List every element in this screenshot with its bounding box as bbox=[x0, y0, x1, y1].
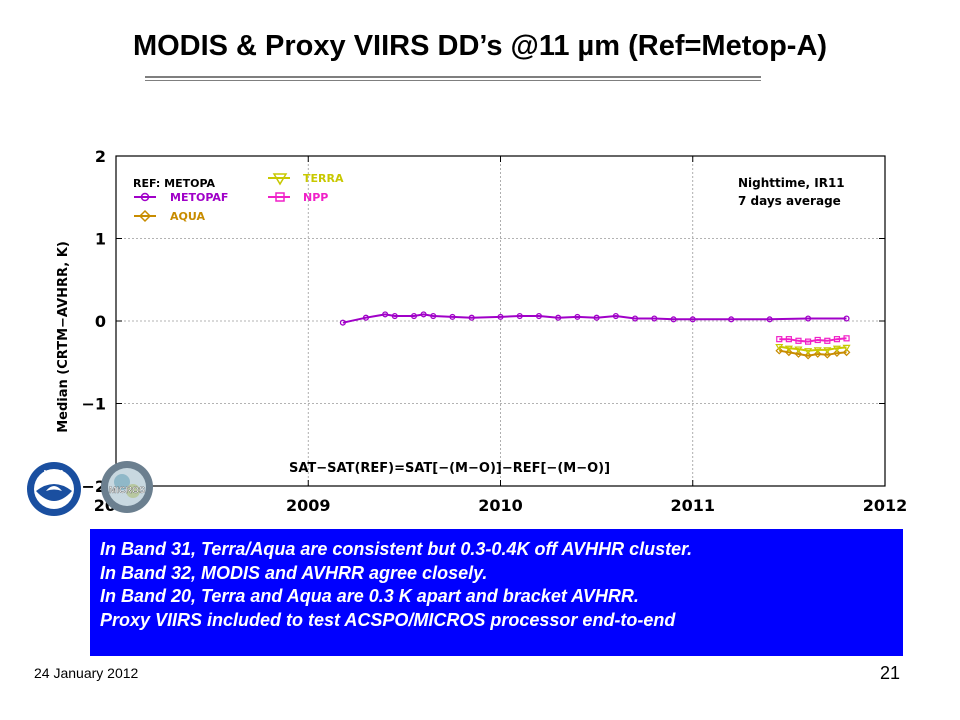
data-point-metopaf bbox=[535, 313, 542, 320]
data-point-metopaf bbox=[339, 319, 346, 326]
callout-line: Proxy VIIRS included to test ACSPO/MICRO… bbox=[100, 609, 676, 630]
data-point-terra bbox=[842, 344, 851, 352]
data-point-npp bbox=[785, 336, 792, 343]
data-point-metopaf bbox=[843, 315, 850, 322]
x-tick-label: 2010 bbox=[478, 496, 523, 515]
series-line-metopaf bbox=[342, 313, 847, 324]
data-point-terra bbox=[823, 347, 832, 355]
notes-callout: In Band 31, Terra/Aqua are consistent bu… bbox=[90, 529, 903, 656]
data-point-npp bbox=[833, 336, 841, 343]
data-point-metopaf bbox=[632, 315, 639, 322]
x-tick-label: 2009 bbox=[286, 496, 331, 515]
data-point-metopaf bbox=[651, 315, 658, 322]
legend-item-npp: NPP bbox=[268, 191, 328, 204]
data-point-aqua bbox=[823, 350, 832, 359]
legend-label-terra: TERRA bbox=[303, 172, 344, 185]
callout-line: In Band 31, Terra/Aqua are consistent bu… bbox=[100, 539, 693, 559]
y-axis-label: Median (CRTM−AVHRR, K) bbox=[56, 241, 71, 433]
x-tick-label: 2011 bbox=[670, 496, 715, 515]
footer-date: 24 January 2012 bbox=[34, 665, 139, 681]
data-point-metopaf bbox=[766, 316, 773, 323]
data-point-terra bbox=[775, 343, 784, 351]
data-point-aqua bbox=[833, 349, 841, 358]
page-number: 21 bbox=[880, 663, 901, 683]
data-point-metopaf bbox=[728, 316, 735, 323]
data-point-npp bbox=[843, 335, 850, 342]
data-point-terra bbox=[832, 345, 841, 353]
data-point-npp bbox=[814, 336, 821, 344]
data-point-metopaf bbox=[574, 313, 581, 320]
data-point-aqua bbox=[804, 351, 812, 360]
y-tick-label: 2 bbox=[95, 147, 106, 166]
series-line-npp bbox=[779, 337, 847, 343]
slide-title: MODIS & Proxy VIIRS DD’s @11 µm (Ref=Met… bbox=[132, 30, 828, 62]
data-point-aqua bbox=[775, 346, 784, 355]
callout-line: In Band 20, Terra and Aqua are 0.3 K apa… bbox=[100, 586, 639, 606]
data-point-npp bbox=[776, 336, 783, 343]
legend-item-terra: TERRA bbox=[268, 172, 344, 186]
data-point-metopaf bbox=[805, 315, 812, 322]
legend-marker-diamond bbox=[138, 209, 152, 223]
data-point-metopaf bbox=[497, 313, 504, 320]
data-point-aqua bbox=[785, 348, 793, 357]
data-point-terra bbox=[794, 346, 803, 354]
legend-marker-triangle bbox=[272, 173, 288, 186]
legend-item-aqua: AQUA bbox=[134, 209, 205, 223]
chart: −2−101220082009201020112012 Median (CRTM… bbox=[24, 138, 930, 530]
annotation-average: 7 days average bbox=[738, 194, 841, 208]
data-point-metopaf bbox=[449, 313, 456, 320]
data-point-aqua bbox=[842, 348, 851, 357]
y-tick-label: 0 bbox=[95, 312, 106, 331]
legend-label-metopaf: METOPAF bbox=[170, 191, 228, 204]
data-point-npp bbox=[824, 337, 831, 344]
noaa-logo: NOAA bbox=[27, 462, 81, 516]
data-point-metopaf bbox=[593, 314, 600, 321]
x-tick-label: 2012 bbox=[863, 496, 908, 515]
legend-marker-square bbox=[275, 192, 285, 202]
data-point-metopaf bbox=[391, 313, 398, 320]
data-point-metopaf bbox=[430, 313, 437, 320]
series-line-aqua bbox=[779, 349, 847, 357]
legend-label-aqua: AQUA bbox=[170, 210, 205, 223]
data-point-terra bbox=[784, 345, 793, 353]
data-point-terra bbox=[804, 348, 813, 355]
legend-title: REF: METOPA bbox=[133, 177, 215, 190]
chart-background bbox=[24, 138, 930, 530]
data-point-metopaf bbox=[362, 314, 369, 321]
legend-label-npp: NPP bbox=[303, 191, 328, 204]
callout-line: In Band 32, MODIS and AVHRR agree closel… bbox=[100, 562, 488, 583]
data-point-metopaf bbox=[410, 313, 418, 320]
data-point-npp bbox=[795, 337, 802, 344]
micros-logo: MICROS bbox=[101, 461, 153, 513]
data-point-metopaf bbox=[516, 313, 523, 320]
data-point-metopaf bbox=[468, 314, 475, 321]
legend: REF: METOPA METOPAF AQUA TERRA NPP bbox=[133, 172, 344, 223]
micros-logo-text: MICROS bbox=[109, 485, 145, 495]
series bbox=[339, 311, 851, 360]
data-point-metopaf bbox=[689, 316, 696, 323]
data-point-metopaf bbox=[670, 316, 677, 323]
y-tick-label: −2 bbox=[81, 477, 106, 496]
legend-marker-circle bbox=[140, 192, 150, 202]
data-point-aqua bbox=[794, 350, 803, 358]
y-tick-label: −1 bbox=[81, 395, 106, 414]
y-tick-label: 1 bbox=[95, 230, 106, 249]
data-point-npp bbox=[804, 338, 812, 345]
title-underline bbox=[145, 76, 761, 81]
data-point-terra bbox=[813, 347, 822, 355]
data-point-metopaf bbox=[382, 311, 389, 318]
data-point-metopaf bbox=[420, 311, 427, 318]
legend-item-metopaf: METOPAF bbox=[134, 191, 228, 204]
data-point-aqua bbox=[813, 350, 822, 358]
data-point-metopaf bbox=[612, 313, 619, 320]
grid bbox=[116, 156, 885, 486]
noaa-logo-text: NOAA bbox=[44, 470, 65, 477]
formula-annotation: SAT−SAT(REF)=SAT[−(M−O)]−REF[−(M−O)] bbox=[289, 461, 610, 476]
data-point-metopaf bbox=[555, 314, 562, 321]
annotation-nighttime: Nighttime, IR11 bbox=[738, 176, 845, 190]
